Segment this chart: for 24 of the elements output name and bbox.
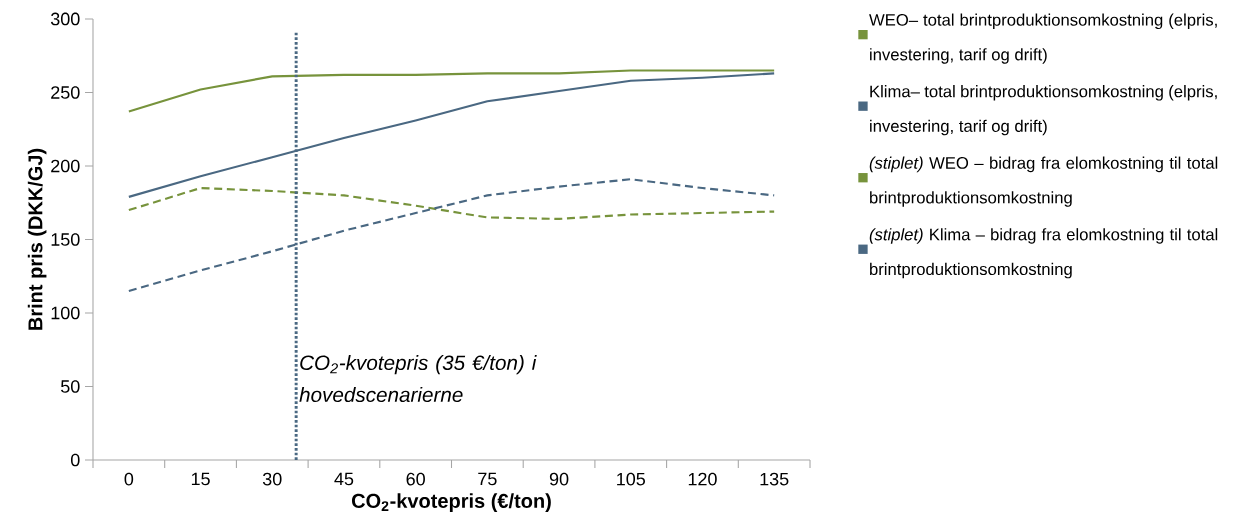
x-tick-label: 120 [688,472,717,486]
x-tick-label: 75 [478,472,497,486]
y-tick-label: 200 [51,159,80,173]
x-tick-label: 30 [262,472,282,486]
legend-label: WEO– total brintproduktionsomkostning (elpris, investering, tarif og drift) [869,13,1217,64]
y-tick-label: 50 [60,380,80,393]
x-tick-label: 15 [191,472,210,486]
x-tick-label: 90 [549,472,569,486]
legend-label: (stiplet) Klima – bidrag fra elomkostning til total brintproduktionsomkostning [869,228,1218,279]
x-axis-title: CO$_{2}$-kvotepris (€/ton) [351,493,551,512]
x-tick-label: 135 [760,472,789,486]
legend-label: (stiplet) WEO – bidrag fra elomkostning til total brintproduktionsomkostning [869,156,1218,207]
legend-label: Klima– total brintproduktionsomkostning (elpris, investering, tarif og drift) [870,85,1217,136]
x-tick-label: 60 [406,472,425,486]
x-tick-label: 105 [617,472,646,486]
y-tick-label: 100 [51,306,80,320]
x-tick-label: 45 [334,472,354,486]
y-tick-label: 0 [70,453,80,467]
y-tick-label: 300 [50,12,80,26]
ref-line-label: CO$_{2}$-kvotepris (35 €/ton) i hovedscenarierne [299,354,537,403]
y-tick-label: 250 [51,86,80,99]
y-tick-label: 150 [51,233,80,246]
y-axis-title: Brint pris (DKK/GJ) [27,148,47,330]
x-tick-label: 0 [124,472,134,486]
